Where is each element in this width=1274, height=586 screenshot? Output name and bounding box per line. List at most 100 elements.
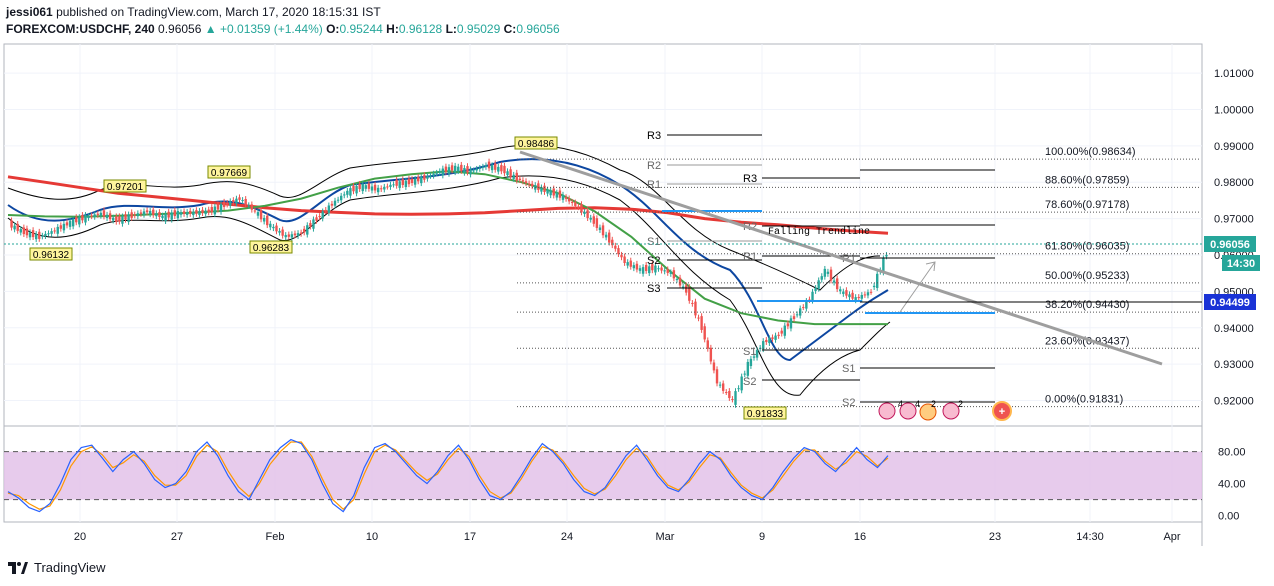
candle-body: [170, 212, 173, 220]
candle-body: [774, 335, 777, 340]
event-markers[interactable]: 4 4 2 2 +: [878, 399, 1012, 421]
low-label: L:: [445, 22, 457, 36]
candle-body: [219, 203, 223, 212]
author-name[interactable]: jessi061: [6, 5, 53, 19]
ch-flag-event-icon[interactable]: [992, 401, 1012, 421]
tradingview-logo-icon: [8, 561, 28, 574]
candle-body: [386, 186, 389, 188]
candle-body: [598, 227, 602, 231]
candle-body: [555, 192, 559, 198]
candle-body: [506, 171, 509, 176]
candle-body: [746, 361, 750, 376]
candle-body: [13, 225, 16, 230]
candle-body: [290, 234, 294, 238]
candle-body: [327, 205, 331, 213]
candle-body: [266, 215, 269, 226]
open-label: O:: [326, 22, 340, 36]
candle-body: [564, 197, 568, 199]
us-flag-event-icon[interactable]: [942, 402, 960, 420]
candle-body: [315, 217, 318, 221]
candle-body: [494, 163, 497, 170]
candle-body: [530, 183, 534, 187]
level-price-tag: [1204, 294, 1256, 310]
candle-body: [229, 201, 232, 206]
candle-body: [626, 262, 629, 266]
pivot-label: R1: [647, 179, 661, 191]
candle-body: [823, 268, 827, 277]
candle-body: [786, 323, 790, 327]
us-flag-event-icon[interactable]: [878, 402, 896, 420]
candle-body: [259, 209, 263, 220]
candle-body: [457, 166, 460, 172]
candle-body: [669, 272, 673, 274]
candle-body: [885, 254, 888, 257]
candle-body: [706, 340, 709, 349]
candle-body: [19, 229, 22, 233]
candle-body: [869, 291, 873, 293]
candle-body: [407, 178, 411, 185]
candle-body: [752, 356, 756, 358]
candle-body: [762, 341, 765, 350]
candle-body: [185, 212, 189, 215]
ch-flag-event-icon[interactable]: [919, 403, 937, 421]
candle-body: [68, 220, 72, 227]
candle-body: [324, 209, 327, 212]
candle-body: [10, 220, 13, 228]
swing-label: 0.98486: [518, 139, 555, 150]
candle-body: [198, 210, 201, 216]
candle-body: [638, 268, 642, 271]
candle-body: [250, 204, 254, 210]
candle-body: [81, 214, 84, 221]
candle-body: [854, 297, 857, 301]
us-flag-event-icon[interactable]: [899, 402, 917, 420]
candle-body: [688, 287, 691, 301]
candle-body: [654, 265, 657, 273]
candle-body: [441, 168, 445, 176]
candle-body: [176, 210, 180, 219]
candle-body: [469, 169, 472, 175]
candle-body: [685, 285, 688, 293]
candle-body: [401, 179, 404, 186]
candle-body: [509, 169, 512, 177]
candle-body: [225, 202, 229, 205]
candle-body: [820, 276, 823, 280]
price-tick-label: 1.00000: [1214, 104, 1254, 116]
candle-body: [416, 177, 420, 182]
candle-body: [799, 308, 802, 316]
pivot-label: S1: [842, 363, 855, 375]
candle-body: [648, 266, 651, 274]
candle-body: [614, 245, 617, 249]
candle-body: [842, 291, 845, 294]
candle-body: [503, 165, 506, 174]
candle-body: [500, 165, 503, 172]
bb-lower-band: [7, 175, 891, 396]
candle-body: [814, 287, 817, 291]
candle-body: [367, 183, 371, 189]
candle-body: [44, 233, 47, 237]
footer-brand[interactable]: TradingView: [34, 560, 106, 575]
candle-body: [472, 170, 475, 172]
candle-body: [709, 347, 713, 362]
candle-body: [358, 183, 361, 190]
price-change: +0.01359 (+1.44%): [220, 22, 323, 36]
chart-svg[interactable]: 1.01000 1.00000 0.99000 0.98000 0.97000 0.960…: [0, 0, 1274, 556]
candle-body: [75, 217, 78, 223]
rsi-tick-label: 40.00: [1218, 479, 1246, 491]
candle-body: [142, 211, 146, 215]
price-tick-label: 0.97000: [1214, 214, 1254, 226]
candle-body: [158, 212, 161, 217]
candle-body: [675, 279, 679, 281]
pivot-label: R2: [647, 160, 661, 172]
candle-body: [392, 184, 395, 186]
candle-body: [635, 263, 639, 270]
swiss-cross-icon: +: [999, 406, 1005, 418]
candle-body: [361, 183, 364, 192]
pivot-label: S3: [647, 283, 660, 295]
candle-body: [805, 300, 808, 309]
candle-body: [765, 339, 768, 343]
falling-trendline: [519, 150, 1163, 366]
candle-body: [404, 180, 408, 188]
candle-body: [691, 302, 694, 304]
candle-body: [216, 204, 220, 210]
candle-body: [552, 188, 555, 196]
